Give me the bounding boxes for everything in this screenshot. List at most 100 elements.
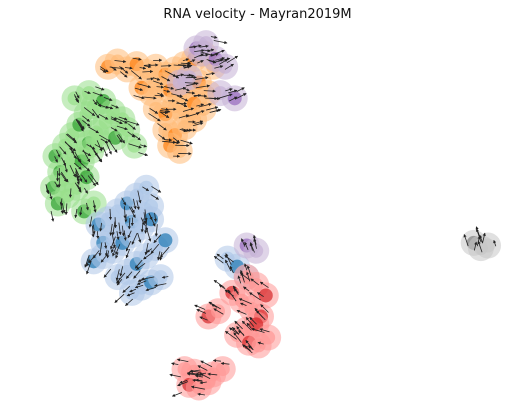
velocity-arrow [75,91,80,99]
velocity-arrow [125,120,140,126]
velocity-arrow [133,270,141,279]
velocity-arrow [219,59,228,65]
velocity-arrow [95,100,102,108]
velocity-arrow [140,218,144,233]
velocity-arrow [115,244,121,255]
velocity-arrow [159,111,170,118]
velocity-arrow [207,372,218,376]
velocity-arrow [110,236,116,250]
velocity-arrow [463,233,469,247]
velocity-arrow [182,58,190,62]
velocity-arrow [173,64,187,68]
velocity-arrow [125,298,133,306]
velocity-arrow [177,381,189,387]
velocity-arrow [119,71,128,78]
velocity-arrow [197,392,205,396]
velocity-arrow [136,262,146,270]
velocity-arrow [246,265,252,276]
velocity-arrow [199,316,208,321]
data-point [139,180,154,195]
velocity-arrow [104,249,109,257]
velocity-arrow [150,243,160,254]
velocity-arrow [183,64,193,69]
chart-title: RNA velocity - Mayran2019M [163,7,352,22]
velocity-arrow [228,96,238,102]
velocity-arrow [108,140,118,153]
velocity-arrow [118,116,128,121]
velocity-arrow [236,87,245,93]
velocity-arrow [238,298,252,305]
velocity-arrow [179,128,187,133]
velocity-arrow [75,173,80,183]
velocity-arrow [249,292,261,301]
velocity-arrow [68,188,73,198]
velocity-arrow [195,110,205,114]
velocity-arrow [63,160,68,173]
velocity-arrow [163,89,171,93]
velocity-arrow [247,345,254,351]
velocity-arrow [114,59,127,64]
velocity-arrow [250,278,260,286]
velocity-arrow [198,102,212,108]
velocity-arrow [246,322,252,329]
velocity-arrow [69,165,76,178]
velocity-arrow [126,292,135,297]
velocity-arrow [231,327,240,335]
velocity-arrow [99,222,103,232]
velocity-arrow [131,232,138,245]
velocity-arrow [186,59,196,64]
velocity-arrow [213,280,225,288]
velocity-arrow [111,104,119,109]
data-point [215,362,230,377]
velocity-arrow [64,203,68,216]
velocity-arrow [171,392,183,397]
velocity-arrow [236,309,247,315]
velocity-arrow [123,206,127,219]
velocity-arrow [220,361,230,366]
velocity-arrow [160,109,171,114]
velocity-arrow [92,99,98,106]
velocity-arrow [108,208,113,221]
velocity-arrow [98,113,109,120]
velocity-arrow [213,255,224,264]
velocity-arrow [234,320,243,330]
velocity-arrow [176,101,188,108]
velocity-arrow [208,301,221,310]
velocity-arrow [257,341,264,345]
velocity-arrow [482,232,486,244]
velocity-arrow [134,284,144,289]
velocity-arrow [211,53,219,57]
velocity-arrow [225,88,233,92]
velocity-arrow [214,58,224,63]
velocity-arrow [82,150,92,157]
velocity-arrow [113,217,118,229]
velocity-arrow [104,242,108,249]
velocity-arrow [76,118,84,130]
velocity-arrow [142,69,154,74]
data-point [79,170,94,185]
velocity-arrow [137,83,152,89]
velocity-arrow [239,302,247,307]
velocity-arrow [158,134,166,140]
velocity-arrow [92,224,96,235]
velocity-arrows [45,35,497,397]
velocity-arrow [144,219,148,234]
velocity-arrow [153,283,167,288]
velocity-arrow [200,360,213,368]
velocity-arrow [96,231,100,240]
velocity-arrow [226,55,239,64]
velocity-arrow [114,293,125,303]
velocity-arrow [236,325,245,337]
velocity-arrow [159,246,170,258]
velocity-arrow [243,286,250,292]
velocity-arrow [249,242,253,251]
velocity-arrow [213,308,224,315]
velocity-arrow [475,228,482,243]
velocity-arrow [160,64,172,68]
velocity-arrow [194,49,205,53]
velocity-arrow [106,250,110,259]
velocity-arrow [65,133,78,144]
velocity-arrow [74,182,82,193]
velocity-arrow [127,123,136,130]
